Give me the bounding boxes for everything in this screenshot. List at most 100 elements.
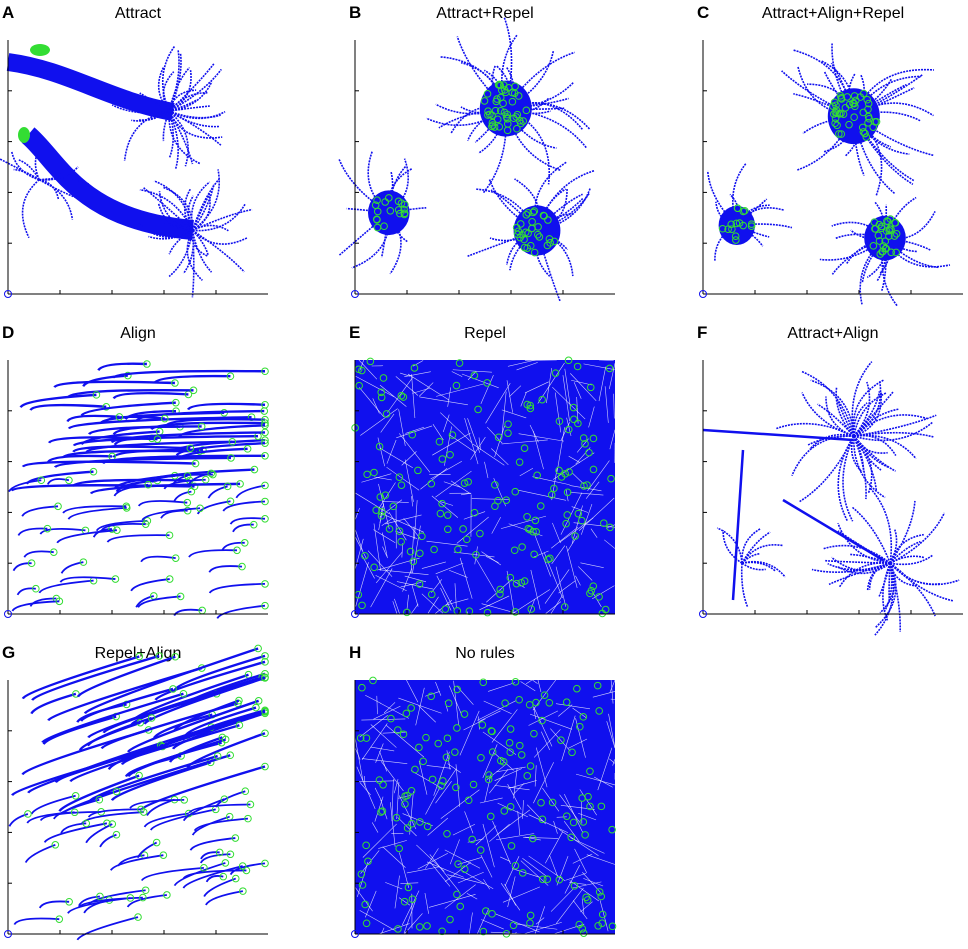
agent [89,467,98,476]
trajectory [831,43,855,117]
agent [608,922,617,931]
gap [421,593,444,614]
agent [392,813,401,822]
agent [363,470,371,479]
trajectory [173,862,226,887]
gap [393,779,399,794]
trajectory [86,716,153,747]
gap [524,381,549,394]
trajectory [801,370,855,437]
agent [358,683,366,692]
trajectory [39,527,86,535]
agent [568,748,576,757]
trajectory [853,391,894,437]
trajectory [200,851,220,860]
agent [401,800,409,808]
agent [887,248,895,257]
gap [583,363,615,370]
gap [447,387,452,407]
agent [508,97,517,106]
trajectory [67,897,131,914]
trajectory [191,230,213,273]
agent [233,546,241,555]
agent [260,407,269,415]
gap [486,763,508,781]
agent [459,525,467,533]
agent [112,830,121,839]
agent [874,231,883,240]
trajectory [23,550,54,558]
agent [394,206,403,214]
agent [358,601,366,610]
trajectory [17,527,48,536]
gap [371,822,379,833]
gap [522,857,548,878]
agent [538,716,546,725]
agent [589,465,598,474]
agent [261,658,269,666]
gap [383,702,396,714]
trajectory [140,555,176,563]
agent [470,508,479,517]
gap [469,912,473,935]
gap [359,782,371,796]
gap [406,866,440,874]
agent [578,794,586,802]
gap [564,794,583,833]
agent [427,590,436,599]
agent [444,525,452,534]
gap [612,759,616,766]
trajectory [889,562,936,617]
agent [159,851,168,859]
gap [461,869,494,889]
trajectory [11,600,60,612]
gap [599,900,609,932]
gap [496,809,531,836]
gap [494,785,530,791]
gap [354,886,373,912]
trajectory [881,238,887,291]
gap [378,503,385,531]
trajectory [161,45,176,112]
agent [144,480,152,489]
gap [370,724,397,748]
trajectory [137,595,181,608]
gap [558,580,576,594]
trajectory [514,178,540,231]
gap [354,507,360,521]
trajectory [136,221,194,239]
trajectory [889,562,901,632]
gap [544,569,570,604]
trajectory [188,803,251,814]
agent [484,775,493,784]
gap [609,679,616,693]
gap [479,595,510,611]
gap [355,376,395,398]
agent [850,113,858,122]
trajectory [208,582,266,594]
agent [531,516,540,525]
agent [511,678,520,686]
gap [586,854,616,865]
agent [543,241,552,250]
trajectory [21,179,40,239]
gap [507,784,522,810]
gap [597,747,613,791]
agent [732,219,741,228]
gap [451,371,463,377]
gap [400,582,422,588]
agent [523,772,532,780]
agent [55,915,64,923]
trajectory [62,505,127,514]
agent [113,526,121,534]
gap [421,561,446,569]
agent [595,707,603,715]
agent [483,90,492,98]
agent [877,222,886,231]
agent [540,212,548,220]
agent [831,108,840,117]
agent [377,393,386,402]
trajectory [889,540,921,564]
agent [108,820,117,828]
gap [545,831,563,864]
